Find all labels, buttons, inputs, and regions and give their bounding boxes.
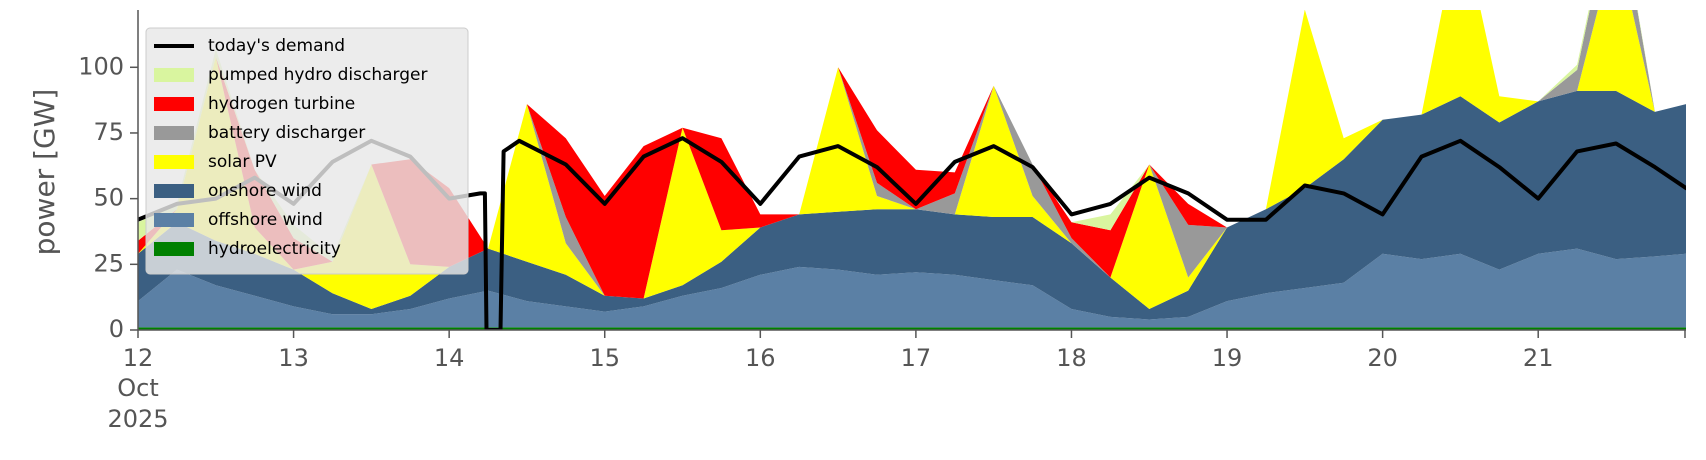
legend-label: offshore wind xyxy=(208,210,323,230)
legend-frame xyxy=(145,27,469,275)
legend-label: hydroelectricity xyxy=(208,239,341,259)
legend: today's demand pumped hydro discharger hyd… xyxy=(145,27,469,275)
y-tick-label: 25 xyxy=(93,249,124,277)
legend-label: onshore wind xyxy=(208,181,322,201)
x-tick-label: 19 xyxy=(1212,344,1243,372)
legend-swatch xyxy=(154,213,194,227)
x-tick-label: 16 xyxy=(745,344,776,372)
legend-swatch xyxy=(154,126,194,140)
x-tick-sublabel: 2025 xyxy=(107,405,168,433)
area-solar-pv xyxy=(138,10,1686,309)
x-tick-label: 18 xyxy=(1056,344,1087,372)
legend-swatch xyxy=(154,155,194,169)
area-offshore-wind xyxy=(138,248,1686,328)
legend-swatch xyxy=(154,184,194,198)
x-tick-label: 20 xyxy=(1367,344,1398,372)
area-onshore-wind xyxy=(138,90,1686,320)
y-tick-label: 50 xyxy=(93,184,124,212)
y-axis-title: power [GW] xyxy=(28,89,61,256)
legend-swatch xyxy=(154,97,194,111)
x-tick-sublabel: Oct xyxy=(117,374,159,402)
legend-swatch xyxy=(154,68,194,82)
legend-label: hydrogen turbine xyxy=(208,94,355,114)
legend-swatch xyxy=(154,242,194,256)
x-tick-label: 12 xyxy=(123,344,154,372)
y-tick-label: 100 xyxy=(78,52,124,80)
legend-label: pumped hydro discharger xyxy=(208,65,427,85)
legend-label: today's demand xyxy=(208,36,345,56)
legend-label: battery discharger xyxy=(208,123,365,143)
legend-label: solar PV xyxy=(208,152,277,172)
x-tick-label: 15 xyxy=(589,344,620,372)
y-tick-label: 0 xyxy=(109,315,124,343)
x-tick-label: 14 xyxy=(434,344,465,372)
y-tick-label: 75 xyxy=(93,118,124,146)
x-tick-label: 17 xyxy=(901,344,932,372)
x-tick-label: 13 xyxy=(278,344,309,372)
x-tick-label: 21 xyxy=(1523,344,1554,372)
